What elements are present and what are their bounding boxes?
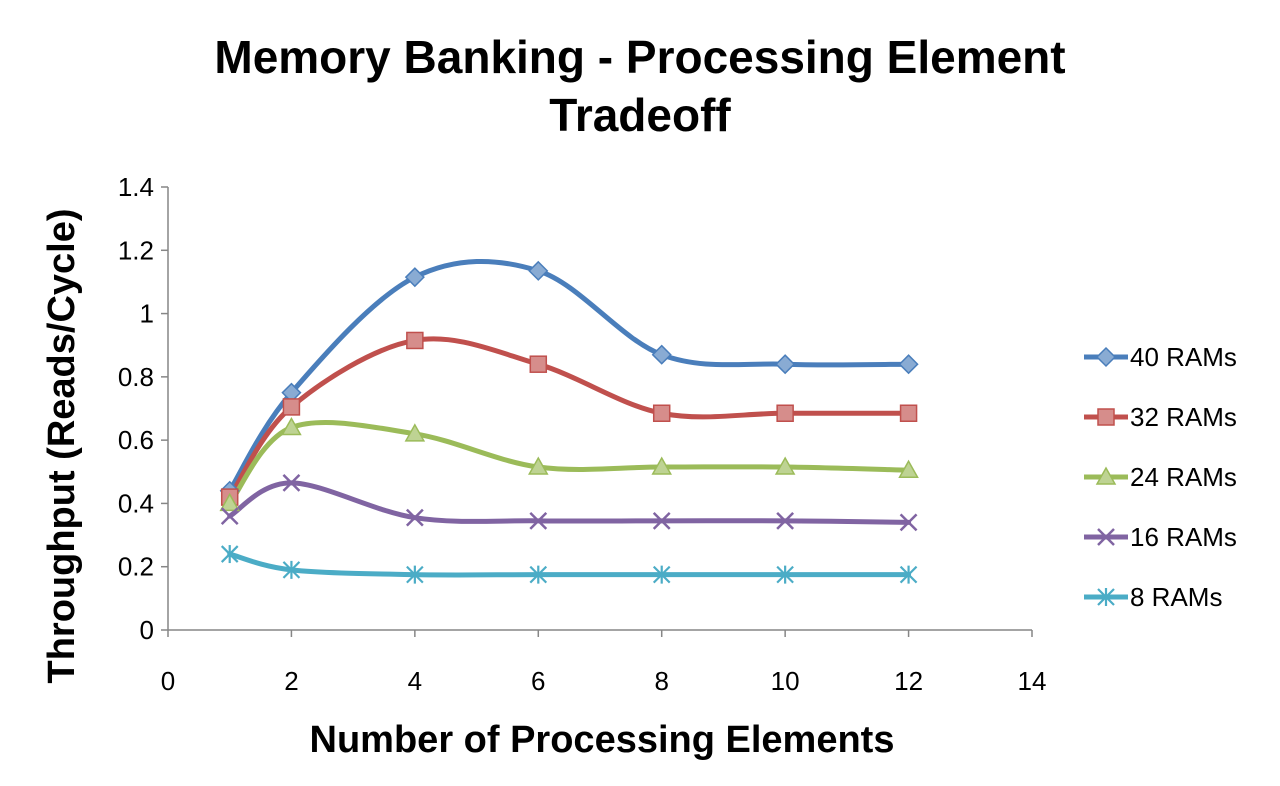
data-point-24-rams bbox=[898, 459, 919, 478]
y-axis-title: Throughput (Reads/Cycle) bbox=[41, 208, 83, 683]
data-point-16-rams bbox=[405, 508, 424, 527]
data-point-32-rams bbox=[529, 355, 548, 373]
data-point-24-rams bbox=[219, 492, 240, 512]
data-point-32-rams bbox=[282, 398, 301, 416]
x-tick-label: 6 bbox=[531, 666, 545, 696]
x-axis-title: Number of Processing Elements bbox=[310, 719, 895, 761]
y-tick-label: 0.2 bbox=[118, 552, 154, 582]
data-point-32-rams bbox=[776, 404, 794, 422]
y-tick-label: 1.4 bbox=[118, 172, 154, 202]
data-point-32-rams bbox=[406, 331, 424, 350]
chart-title-line-1: Memory Banking - Processing Element bbox=[214, 31, 1066, 83]
x-tick-label: 4 bbox=[408, 666, 422, 696]
data-point-16-rams bbox=[220, 507, 239, 525]
legend-swatch-marker bbox=[1097, 588, 1115, 606]
data-point-40-rams bbox=[404, 267, 425, 288]
y-tick-label: 0 bbox=[140, 615, 154, 645]
data-point-24-rams bbox=[281, 416, 302, 436]
data-point-24-rams bbox=[404, 423, 426, 442]
legend-label: 24 RAMs bbox=[1130, 462, 1237, 492]
x-tick-label: 8 bbox=[654, 666, 668, 696]
series-markers bbox=[219, 260, 919, 584]
legend-item-16-rams: 16 RAMs bbox=[1084, 522, 1237, 552]
legend-item-24-rams: 24 RAMs bbox=[1084, 462, 1237, 492]
y-tick-label: 0.8 bbox=[118, 362, 154, 392]
x-tick-label: 12 bbox=[894, 666, 923, 696]
data-point-8-rams bbox=[899, 565, 918, 584]
legend-swatch-marker bbox=[1095, 346, 1117, 368]
data-point-8-rams bbox=[776, 565, 794, 584]
legend-swatch-marker bbox=[1097, 528, 1115, 546]
legend-label: 16 RAMs bbox=[1130, 522, 1237, 552]
data-point-8-rams bbox=[652, 565, 671, 584]
data-point-8-rams bbox=[220, 545, 239, 564]
data-point-16-rams bbox=[282, 473, 301, 492]
legend-item-32-rams: 32 RAMs bbox=[1084, 402, 1237, 432]
chart-title: Memory Banking - Processing Element Trad… bbox=[140, 28, 1140, 144]
legend-item-8-rams: 8 RAMs bbox=[1084, 582, 1222, 612]
x-tick-label: 2 bbox=[284, 666, 298, 696]
legend-item-40-rams: 40 RAMs bbox=[1084, 342, 1237, 372]
axes: 0 0.2 0.4 0.6 0.8 1 1.2 1.4 0 2 4 6 8 10 12 14 bbox=[118, 172, 1047, 696]
data-point-16-rams bbox=[899, 513, 918, 532]
legend-swatch-marker bbox=[1095, 466, 1117, 485]
data-point-16-rams bbox=[529, 511, 548, 530]
legend: 40 RAMs 32 RAMs 24 RAMs 16 RAMs 8 RAMs bbox=[1084, 342, 1237, 612]
y-tick-label: 1.2 bbox=[118, 235, 154, 265]
data-point-32-rams bbox=[899, 404, 918, 422]
data-point-8-rams bbox=[282, 560, 301, 579]
y-tick-label: 0.4 bbox=[118, 488, 154, 518]
data-point-24-rams bbox=[651, 456, 672, 475]
data-point-40-rams bbox=[775, 354, 796, 375]
y-tick-label: 0.6 bbox=[118, 425, 154, 455]
series-line-8-rams bbox=[227, 551, 912, 578]
data-point-40-rams bbox=[528, 260, 549, 281]
data-point-24-rams bbox=[528, 456, 549, 475]
data-point-32-rams bbox=[652, 404, 671, 422]
data-point-40-rams bbox=[651, 344, 672, 365]
data-point-8-rams bbox=[529, 565, 548, 584]
data-point-16-rams bbox=[776, 511, 795, 530]
legend-label: 40 RAMs bbox=[1130, 342, 1237, 372]
data-point-16-rams bbox=[652, 511, 671, 530]
legend-label: 8 RAMs bbox=[1130, 582, 1222, 612]
data-point-40-rams bbox=[898, 354, 919, 375]
data-point-8-rams bbox=[406, 565, 424, 584]
legend-label: 32 RAMs bbox=[1130, 402, 1237, 432]
x-tick-label: 14 bbox=[1018, 666, 1047, 696]
chart-title-line-2: Tradeoff bbox=[549, 89, 731, 141]
x-tick-label: 0 bbox=[161, 666, 175, 696]
x-tick-label: 10 bbox=[771, 666, 800, 696]
legend-swatch-marker bbox=[1097, 408, 1115, 426]
series-line-16-rams bbox=[227, 480, 912, 525]
y-tick-label: 1 bbox=[140, 299, 154, 329]
series-lines bbox=[227, 259, 912, 578]
data-point-24-rams bbox=[774, 456, 796, 475]
